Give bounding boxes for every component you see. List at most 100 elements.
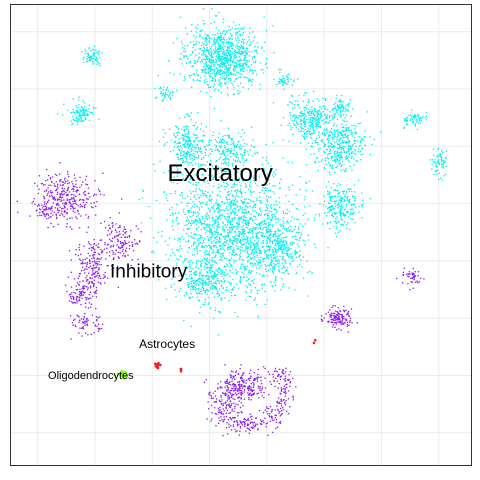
data-point (214, 88, 217, 90)
data-point (212, 60, 215, 62)
data-point (274, 242, 277, 245)
data-point (256, 199, 258, 201)
data-point (233, 249, 235, 252)
data-point (329, 134, 332, 137)
data-point (340, 223, 342, 226)
data-point (231, 51, 234, 54)
data-point (241, 221, 243, 223)
data-point (241, 195, 243, 198)
data-point (284, 267, 286, 269)
data-point (290, 128, 292, 131)
data-point (306, 111, 309, 113)
data-point (294, 251, 296, 253)
data-point (219, 258, 222, 261)
data-point (342, 212, 345, 214)
data-point (217, 295, 220, 297)
data-point (226, 70, 228, 73)
data-point (252, 282, 255, 284)
data-point (209, 152, 212, 155)
data-point (279, 243, 281, 245)
data-point (202, 163, 205, 166)
data-point (220, 91, 223, 94)
data-point (336, 159, 339, 162)
data-point (164, 287, 167, 290)
data-point (223, 280, 225, 283)
data-point (204, 81, 206, 84)
data-point (245, 291, 247, 293)
data-point (293, 119, 296, 121)
data-point (346, 191, 348, 194)
data-point (364, 144, 366, 147)
data-point (221, 229, 224, 231)
data-point (248, 188, 250, 191)
data-point (210, 198, 213, 201)
data-point (204, 275, 207, 278)
data-point (250, 228, 252, 230)
data-point (224, 39, 226, 41)
data-point (302, 214, 304, 216)
data-point (232, 67, 235, 70)
data-point (218, 38, 221, 40)
data-point (210, 238, 212, 241)
data-point (237, 227, 239, 230)
data-point (266, 175, 269, 177)
data-point (174, 125, 177, 127)
data-point (228, 190, 230, 193)
data-point (216, 62, 218, 64)
data-point (227, 52, 230, 54)
data-point (211, 219, 214, 222)
data-point (328, 131, 331, 134)
data-point (434, 170, 436, 172)
data-point (189, 162, 191, 164)
data-point (180, 157, 182, 160)
data-point (286, 76, 289, 78)
data-point (211, 270, 214, 273)
data-point (222, 21, 224, 24)
data-point (232, 141, 235, 143)
data-point (257, 46, 259, 48)
data-point (357, 179, 360, 181)
data-point (190, 211, 193, 214)
data-point (228, 136, 230, 139)
data-point (224, 46, 227, 48)
data-point (258, 176, 260, 178)
data-point (225, 74, 228, 76)
data-point (252, 219, 254, 222)
data-point (182, 197, 184, 199)
data-point (286, 230, 288, 233)
data-point (239, 184, 242, 187)
data-point (227, 164, 230, 167)
data-point (237, 159, 239, 161)
data-point (208, 259, 211, 261)
data-point (284, 260, 286, 263)
data-point (181, 157, 184, 160)
data-point (252, 210, 254, 212)
data-point (256, 232, 258, 235)
data-point (443, 162, 445, 165)
data-point (200, 123, 203, 125)
data-point (333, 115, 336, 118)
data-point (441, 160, 443, 162)
data-point (261, 189, 264, 192)
data-point (243, 151, 246, 154)
data-point (239, 278, 242, 280)
data-point (283, 88, 285, 90)
data-point (236, 221, 238, 224)
data-point (224, 77, 227, 80)
data-point (248, 55, 251, 57)
data-point (102, 172, 104, 174)
data-point (169, 150, 172, 153)
data-point (196, 282, 198, 285)
data-point (272, 142, 274, 144)
data-point (229, 77, 232, 79)
data-point (194, 274, 196, 276)
data-point (411, 118, 414, 121)
data-point (347, 150, 350, 153)
data-point (230, 239, 232, 241)
data-point (326, 108, 329, 111)
data-point (342, 142, 344, 144)
data-point (441, 151, 444, 153)
data-point (172, 91, 174, 94)
data-point (197, 24, 199, 26)
data-point (243, 58, 245, 61)
